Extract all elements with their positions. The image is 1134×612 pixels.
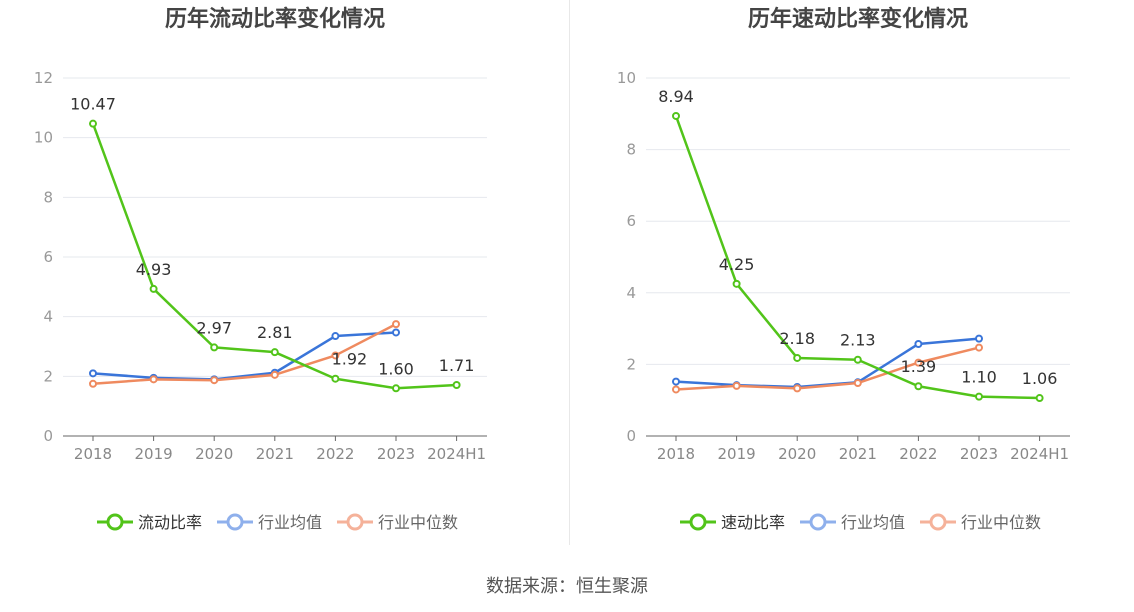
legend-label: 速动比率 (721, 513, 785, 532)
legend-swatch-marker (226, 513, 244, 531)
y-tick-label: 8 (626, 141, 636, 159)
data-point (853, 355, 862, 364)
y-tick-label: 6 (626, 212, 636, 230)
data-point (89, 369, 97, 378)
data-label: 8.94 (658, 87, 694, 106)
y-tick-label: 2 (43, 367, 53, 385)
data-label: 4.93 (136, 260, 172, 279)
data-point (672, 111, 680, 120)
data-point (1035, 394, 1044, 403)
data-point (270, 348, 279, 357)
x-tick-label: 2024H1 (427, 445, 486, 463)
legend-label: 行业中位数 (961, 513, 1041, 532)
y-tick-label: 8 (43, 188, 53, 206)
x-tick-label: 2018 (657, 445, 695, 463)
y-tick-label: 10 (34, 129, 53, 147)
data-label: 1.06 (1022, 369, 1058, 388)
y-tick-label: 0 (43, 427, 53, 445)
data-point (149, 284, 158, 293)
y-tick-label: 4 (43, 308, 53, 326)
data-label: 1.60 (378, 359, 414, 378)
legend-swatch-marker (809, 513, 827, 531)
data-label: 2.81 (257, 323, 293, 342)
legend-swatch-marker (106, 513, 124, 531)
data-label: 1.71 (439, 356, 475, 375)
series-line-3 (675, 346, 980, 391)
x-tick-label: 2022 (316, 445, 354, 463)
data-point (975, 343, 983, 352)
data-point (392, 384, 400, 393)
data-point (331, 332, 340, 341)
data-point (672, 377, 680, 386)
x-tick-label: 2022 (899, 445, 937, 463)
data-point (914, 339, 923, 348)
x-tick-label: 2020 (195, 445, 233, 463)
y-tick-label: 12 (34, 69, 53, 87)
data-point (914, 358, 923, 367)
data-point (853, 379, 862, 388)
x-tick-label: 2023 (960, 445, 998, 463)
data-point (331, 351, 340, 360)
x-tick-label: 2021 (839, 445, 877, 463)
chart-title: 历年速动比率变化情况 (748, 6, 968, 32)
data-point (392, 320, 400, 329)
data-point (392, 328, 400, 337)
y-tick-label: 0 (626, 427, 636, 445)
data-point (452, 380, 461, 389)
data-point (732, 381, 741, 390)
x-tick-label: 2023 (377, 445, 415, 463)
legend-label: 流动比率 (138, 513, 202, 532)
data-point (89, 119, 97, 128)
chart-title: 历年流动比率变化情况 (165, 6, 385, 32)
data-label: 2.18 (779, 329, 815, 348)
x-tick-label: 2019 (718, 445, 756, 463)
data-point (732, 279, 741, 288)
x-tick-label: 2021 (256, 445, 294, 463)
data-point (793, 353, 802, 362)
data-label: 2.13 (840, 331, 876, 350)
data-point (975, 334, 983, 343)
series-line-2 (92, 331, 397, 381)
data-point (914, 382, 923, 391)
legend-swatch-marker (689, 513, 707, 531)
y-tick-label: 10 (617, 69, 636, 87)
chart-divider (569, 0, 570, 545)
data-label: 1.92 (332, 350, 368, 369)
data-point (149, 375, 158, 384)
legend-label: 行业均值 (258, 513, 322, 532)
data-point (793, 384, 802, 393)
data-point (210, 343, 219, 352)
y-tick-label: 6 (43, 248, 53, 266)
data-point (89, 379, 97, 388)
legend-label: 行业中位数 (378, 513, 458, 532)
y-tick-label: 2 (626, 355, 636, 373)
data-point (975, 392, 983, 401)
data-label: 2.97 (196, 318, 232, 337)
series-line-3 (92, 323, 397, 386)
data-label: 4.25 (719, 255, 755, 274)
data-point (270, 370, 279, 379)
data-point (331, 374, 340, 383)
x-tick-label: 2024H1 (1010, 445, 1069, 463)
x-tick-label: 2018 (74, 445, 112, 463)
y-tick-label: 4 (626, 284, 636, 302)
chart-1: 历年流动比率变化情况 0 2 4 6 8 10 12 2018 2019 2020 2021 2022 2… (34, 6, 487, 532)
chart-2: 历年速动比率变化情况 0 2 4 6 8 10 2018 2019 2020 2021 2022 202… (617, 6, 1070, 532)
data-label: 10.47 (70, 95, 116, 114)
data-label: 1.39 (901, 357, 937, 376)
legend-swatch-marker (346, 513, 364, 531)
data-source-note: 数据来源：恒生聚源 (486, 576, 648, 597)
legend-swatch-marker (929, 513, 947, 531)
legend-label: 行业均值 (841, 513, 905, 532)
data-point (672, 385, 680, 394)
x-tick-label: 2020 (778, 445, 816, 463)
data-point (210, 376, 219, 385)
x-tick-label: 2019 (135, 445, 173, 463)
data-label: 1.10 (961, 368, 997, 387)
